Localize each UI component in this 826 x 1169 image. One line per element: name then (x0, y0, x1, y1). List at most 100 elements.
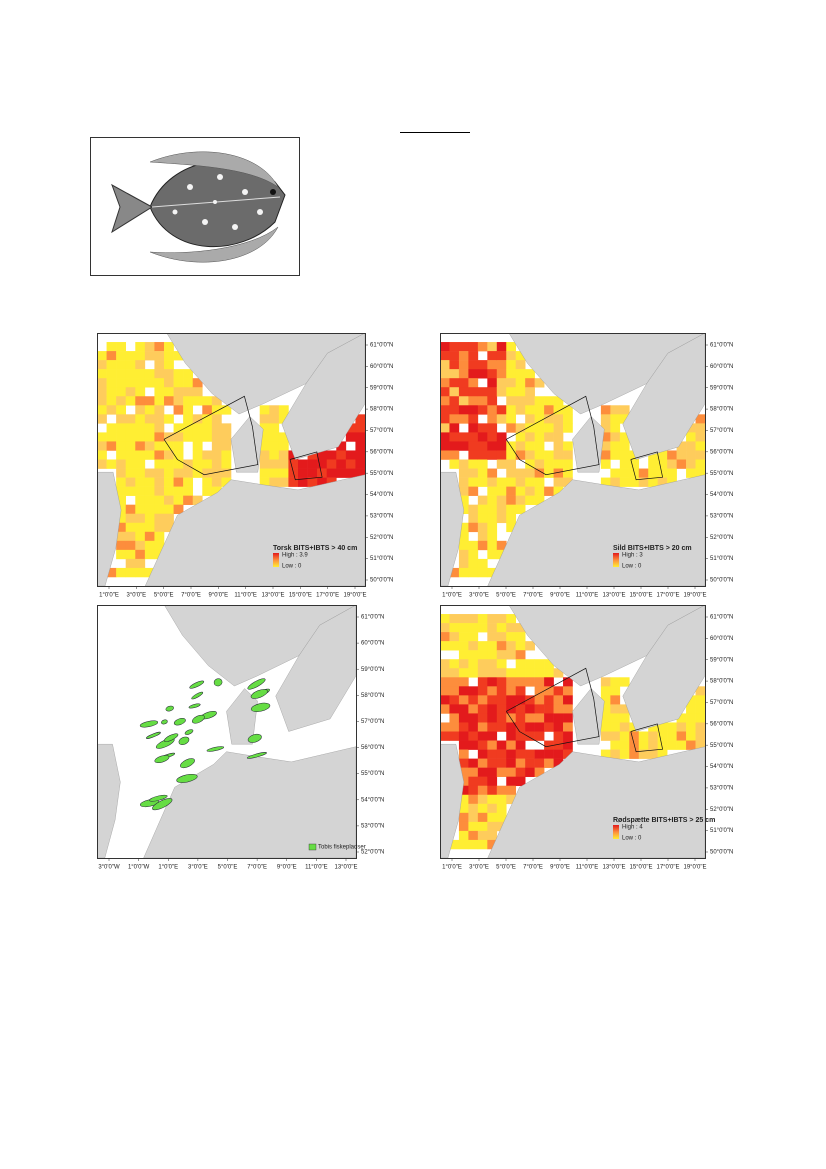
heat-cell (610, 414, 621, 424)
heat-cell (154, 459, 165, 469)
heat-cell (553, 477, 564, 487)
heat-cell (487, 821, 498, 832)
heat-cell (458, 396, 469, 406)
heat-cell (458, 405, 469, 415)
heat-cell (515, 767, 526, 777)
heat-cell (515, 668, 526, 678)
heat-cell (496, 504, 507, 515)
heat-cell (487, 522, 498, 533)
heat-cell (173, 495, 184, 505)
heat-cell (449, 731, 460, 741)
heat-cell (278, 432, 289, 442)
heat-cell (458, 351, 469, 361)
heat-cell (506, 477, 517, 487)
heat-cell (487, 695, 498, 705)
heat-cell (144, 531, 155, 542)
heat-cell (135, 468, 146, 478)
heat-cell (638, 731, 649, 741)
heat-cell (221, 423, 232, 433)
heat-cell (515, 704, 526, 714)
heat-cell (657, 740, 668, 750)
heat-cell (164, 450, 174, 460)
heat-cell (477, 513, 488, 524)
heat-cell (695, 450, 706, 460)
heat-cell (553, 686, 564, 696)
heat-cell (686, 695, 696, 705)
heat-cell (116, 342, 127, 352)
heat-cell (97, 459, 107, 469)
fishing-ground (213, 678, 223, 687)
heat-cell (496, 623, 507, 633)
heat-cell (525, 414, 535, 424)
heat-cell (135, 351, 146, 361)
heat-cell (468, 360, 479, 370)
heat-cell (116, 387, 127, 397)
heat-cell (125, 477, 136, 487)
heat-cell (676, 713, 687, 723)
heat-cell (440, 441, 450, 451)
heat-cell (355, 468, 366, 478)
fishing-ground (173, 718, 186, 726)
heat-cell (477, 423, 488, 433)
heat-cell (638, 477, 649, 487)
lat-label: 51°0'0"N (370, 556, 393, 562)
heat-cell (619, 459, 630, 469)
heat-cell (619, 677, 630, 687)
heat-cell (534, 695, 545, 705)
lon-label: 5°0'0"E (218, 865, 238, 871)
heat-cell (164, 378, 174, 388)
heat-cell (506, 614, 517, 624)
heat-cell (600, 704, 611, 714)
lat-label: 59°0'0"N (370, 385, 393, 391)
heat-cell (619, 414, 630, 424)
lon-label: 13°0'0"E (602, 593, 625, 599)
heat-cell (135, 423, 146, 433)
heat-cell (629, 749, 640, 759)
lon-label: 3°0'0"W (98, 865, 120, 871)
heat-cell (563, 414, 573, 424)
heat-cell (515, 731, 526, 741)
heat-cell (164, 360, 174, 370)
heat-cell (553, 731, 564, 741)
heat-cell (307, 459, 318, 469)
heat-cell (496, 749, 507, 759)
heat-cell (515, 468, 526, 478)
lat-label: 59°0'0"N (710, 385, 733, 391)
lon-label: 1°0'0"E (442, 593, 462, 599)
heat-cell (468, 740, 479, 750)
heat-cell (116, 468, 127, 478)
heat-cell (449, 686, 460, 696)
heat-cell (326, 468, 337, 478)
heat-cell (440, 342, 450, 352)
heat-cell (135, 432, 146, 442)
heat-cell (458, 531, 469, 542)
heat-cell (458, 540, 469, 551)
heat-cell (116, 369, 127, 379)
heat-cell (135, 549, 146, 560)
heat-cell (116, 495, 127, 505)
heat-cell (202, 423, 213, 433)
heat-cell (440, 641, 450, 651)
heat-cell (487, 659, 498, 669)
heat-cell (506, 686, 517, 696)
heat-cell (563, 468, 573, 478)
heat-cell (106, 423, 117, 433)
heat-cell (477, 821, 488, 832)
heat-cell (125, 432, 136, 442)
heat-cell (477, 722, 488, 732)
lon-label: 5°0'0"E (154, 593, 174, 599)
land (97, 471, 122, 587)
heat-cell (221, 441, 232, 451)
fishing-ground (161, 719, 168, 725)
heat-cell (515, 450, 526, 460)
heat-cell (544, 758, 554, 768)
boundary (163, 395, 259, 476)
heat-cell (355, 441, 366, 451)
lat-label: 61°0'0"N (370, 343, 393, 349)
heat-cell (468, 641, 479, 651)
land (97, 743, 121, 859)
lat-label: 52°0'0"N (710, 807, 733, 813)
heat-cell (487, 812, 498, 823)
heat-cell (477, 758, 488, 768)
heat-cell (619, 468, 630, 478)
